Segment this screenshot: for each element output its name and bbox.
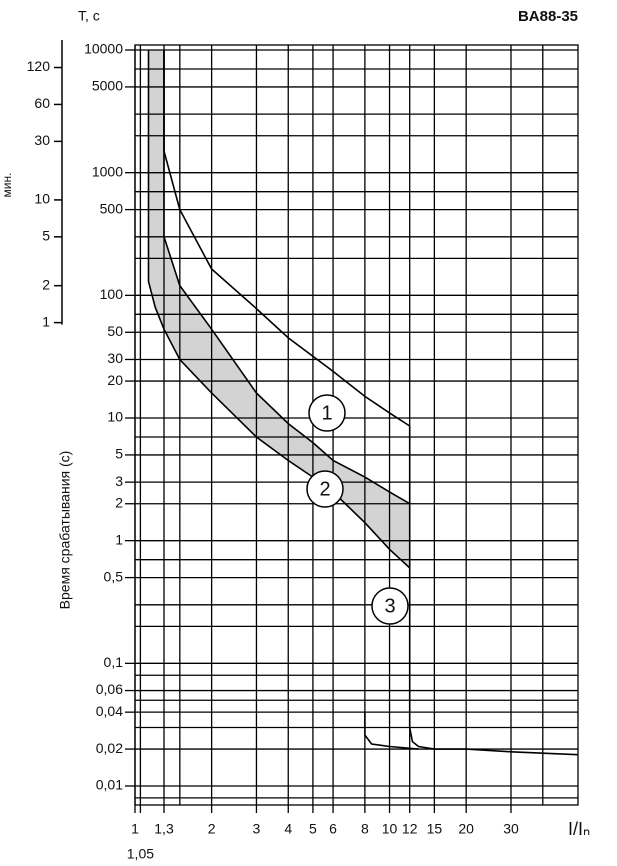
- curve: [364, 712, 419, 750]
- y2-tick-label: 2: [42, 276, 50, 292]
- y-tick-label: 30: [107, 350, 123, 366]
- y-tick-label: 3: [115, 473, 123, 489]
- annotation: 1: [321, 402, 332, 424]
- annotation-circle: [306, 470, 344, 508]
- y-tick-label: 2: [115, 494, 123, 510]
- x-label: I/Iₙ: [568, 819, 590, 839]
- y-tick-label: 20: [107, 372, 123, 388]
- y-tick-label: 0,01: [96, 777, 123, 793]
- y2-label: мин.: [0, 173, 14, 198]
- y-tick-label: 10: [107, 409, 123, 425]
- y-tick-label: 5000: [92, 78, 123, 94]
- y2-tick-label: 60: [34, 95, 50, 111]
- y-tick-label: 10000: [84, 41, 123, 57]
- x-tick-label: 3: [253, 821, 261, 837]
- x-tick-label: 8: [361, 821, 369, 837]
- x-tick-label: 12: [402, 821, 418, 837]
- y-label: Время срабатывания (с): [57, 451, 73, 610]
- y2-tick-label: 5: [42, 228, 50, 244]
- x-tick-label: 2: [208, 821, 216, 837]
- curve: [163, 50, 579, 756]
- x-tick-label: 30: [503, 821, 519, 837]
- y-tick-label: 1: [115, 531, 123, 547]
- y-tick-label: 100: [100, 286, 124, 302]
- plot-frame: [134, 44, 579, 806]
- y2-tick-label: 30: [34, 132, 50, 148]
- band-fill: [148, 50, 410, 568]
- y-tick-label: 5: [115, 446, 123, 462]
- x-tick-label: 1: [131, 821, 139, 837]
- y-tick-label: 0,04: [96, 703, 123, 719]
- x-tick-label: 20: [458, 821, 474, 837]
- x-tick-label: 1,3: [154, 821, 174, 837]
- x-tick-label: 5: [309, 821, 317, 837]
- y2-tick-label: 1: [42, 313, 50, 329]
- y-tick-label: 1000: [92, 163, 123, 179]
- y-title: T, c: [78, 8, 100, 24]
- curve: [147, 50, 411, 569]
- y2-tick-label: 120: [27, 58, 51, 74]
- annotation-circle: [308, 394, 346, 432]
- x-tick-label: 10: [382, 821, 398, 837]
- x-tick-label: 1,05: [127, 846, 154, 862]
- annotation-circle: [371, 587, 409, 625]
- annotation: 2: [319, 478, 330, 500]
- y-tick-label: 50: [107, 323, 123, 339]
- y2-tick-label: 10: [34, 191, 50, 207]
- x-tick-label: 6: [329, 821, 337, 837]
- y-tick-label: 500: [100, 200, 124, 216]
- chart-title: BA88-35: [518, 8, 578, 25]
- x-tick-label: 15: [427, 821, 443, 837]
- y-tick-label: 0,5: [104, 568, 124, 584]
- annotation: 3: [384, 595, 395, 617]
- y-tick-label: 0,06: [96, 681, 123, 697]
- y-tick-label: 0,02: [96, 740, 123, 756]
- x-tick-label: 4: [284, 821, 292, 837]
- y-tick-label: 0,1: [104, 654, 124, 670]
- curve: [163, 50, 411, 505]
